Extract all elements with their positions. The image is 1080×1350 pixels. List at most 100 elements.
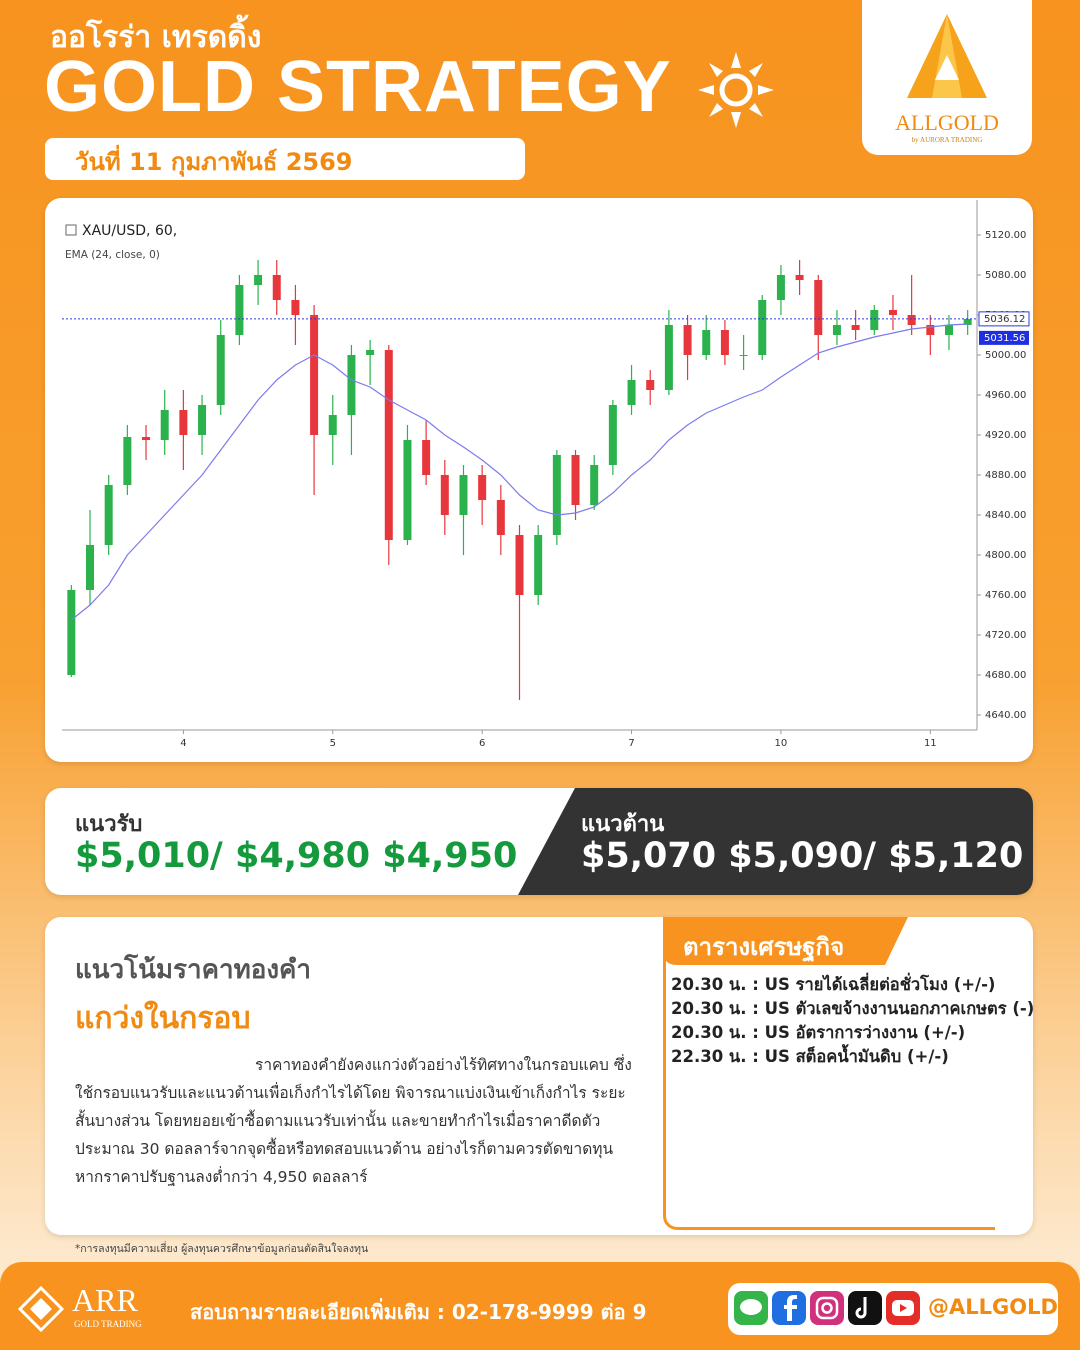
y-tick-label: 4680.00: [985, 670, 1026, 681]
title: GOLD STRATEGY: [44, 47, 672, 127]
candle-body: [515, 535, 524, 595]
candle-body: [366, 350, 375, 355]
candle-body: [646, 380, 655, 390]
ema-last-label: 5031.56: [984, 333, 1025, 344]
outlook-trend: แกว่งในกรอบ: [75, 1001, 251, 1036]
candle-body: [776, 275, 785, 300]
date: วันที่ 11 กุมภาพันธ์ 2569: [75, 148, 353, 176]
resistance-label: แนวต้าน: [581, 812, 665, 837]
candle-body: [179, 410, 188, 435]
y-tick-label: 4760.00: [985, 590, 1026, 601]
candle-body: [702, 330, 711, 355]
footer-brand: ARR: [72, 1282, 138, 1318]
outlook-heading: แนวโน้มราคาทองคำ: [75, 955, 312, 985]
support-label: แนวรับ: [75, 812, 143, 837]
ema-last-box: [979, 330, 1029, 345]
candle-body: [198, 405, 207, 435]
candle-body: [216, 335, 225, 405]
logo-mark: [907, 14, 987, 98]
outlook-card: แนวโน้มราคาทองคำ แกว่งในกรอบ ราคาทองคำยั…: [45, 917, 1034, 1235]
candle-body: [459, 475, 468, 515]
support-levels: $5,010/ $4,980 $4,950: [75, 836, 518, 876]
ema-line: [70, 323, 968, 621]
arr-mark: [18, 1286, 64, 1332]
last-price-box: [978, 311, 1030, 327]
candle-body: [123, 437, 132, 485]
outlook-body: ราคาทองคำยังคงแกว่งตัวอย่างไร้ทิศทางในกร…: [75, 1056, 632, 1186]
legend-main: XAU/USD, 60,: [82, 223, 177, 239]
candle-body: [328, 415, 337, 435]
candle-body: [310, 315, 319, 435]
candle-body: [739, 355, 748, 356]
candle-body: [683, 325, 692, 355]
candle-body: [944, 325, 953, 335]
calendar-event: 20.30 น. : US อัตราการว่างงาน (+/-): [671, 1023, 966, 1042]
resistance-bg: [518, 788, 1033, 895]
candle-body: [422, 440, 431, 475]
candle-body: [403, 440, 412, 540]
logo-card: ALLGOLD by AURORA TRADING: [862, 0, 1032, 155]
candle-body: [104, 485, 113, 545]
disclaimer: *การลงทุนมีความเสี่ยง ผู้ลงทุนควรศึกษาข้…: [75, 1243, 369, 1255]
y-tick-label: 4720.00: [985, 630, 1026, 641]
candle-body: [347, 355, 356, 415]
social-icons: [734, 1291, 920, 1325]
candle-body: [160, 410, 169, 440]
calendar-event: 20.30 น. : US รายได้เฉลี่ยต่อชั่วโมง (+/…: [671, 975, 996, 994]
x-tick-label: 6: [479, 738, 485, 749]
social-handle: @ALLGOLD: [928, 1295, 1058, 1319]
candle-body: [795, 275, 804, 280]
candle-body: [870, 310, 879, 330]
footer-brand-sub: GOLD TRADING: [74, 1319, 142, 1329]
candle-body: [254, 275, 263, 285]
candle-body: [720, 330, 729, 355]
y-tick-label: 5120.00: [985, 230, 1026, 241]
x-tick-label: 5: [330, 738, 336, 749]
y-tick-label: 4920.00: [985, 430, 1026, 441]
candle-body: [907, 315, 916, 325]
date-pill: วันที่ 11 กุมภาพันธ์ 2569: [45, 138, 525, 180]
y-tick-label: 4960.00: [985, 390, 1026, 401]
chart-card: [45, 198, 1033, 762]
y-tick-label: 4840.00: [985, 510, 1026, 521]
candle-body: [496, 500, 505, 535]
calendar-events: 20.30 น. : US รายได้เฉลี่ยต่อชั่วโมง (+/…: [671, 973, 1034, 1069]
calendar-title: ตารางเศรษฐกิจ: [683, 933, 845, 961]
candle-body: [440, 475, 449, 515]
candle-body: [534, 535, 543, 595]
sun-icon: [698, 52, 774, 128]
y-tick-label: 5080.00: [985, 270, 1026, 281]
levels-card: แนวรับ $5,010/ $4,980 $4,950 แนวต้าน $5,…: [45, 788, 1033, 895]
candle-body: [142, 437, 151, 440]
x-tick-label: 11: [924, 738, 937, 749]
candle-body: [272, 275, 281, 300]
candle-body: [552, 455, 561, 535]
candle-body: [235, 285, 244, 335]
candle-body: [291, 300, 300, 315]
candle-body: [384, 350, 393, 540]
legend-ema: EMA (24, close, 0): [65, 249, 160, 261]
logo-name: ALLGOLD: [895, 110, 999, 135]
subtitle: ออโรร่า เทรดดิ้ง: [50, 20, 262, 55]
candle-body: [926, 325, 935, 335]
calendar-tab: [663, 917, 908, 965]
y-tick-label: 4800.00: [985, 550, 1026, 561]
candle-body: [67, 590, 76, 675]
candle-body: [86, 545, 95, 590]
footer-contact: สอบถามรายละเอียดเพิ่มเติม : 02-178-9999 …: [190, 1300, 647, 1324]
candle-body: [571, 455, 580, 505]
calendar-panel: [663, 917, 995, 1230]
candle-body: [814, 280, 823, 335]
candle-body: [832, 325, 841, 335]
social-pill: @ALLGOLD: [728, 1283, 1058, 1335]
legend-icon: [65, 224, 77, 236]
calendar-event: 20.30 น. : US ตัวเลขจ้างงานนอกภาคเกษตร (…: [671, 999, 1035, 1018]
y-tick-label: 4640.00: [985, 710, 1026, 721]
candle-body: [851, 325, 860, 330]
candle-body: [963, 319, 972, 325]
chart: 4640.00 4680.00 4720.00 4760.00 4800.00 4840.…: [62, 200, 1030, 749]
candle-body: [608, 405, 617, 465]
resistance-levels: $5,070 $5,090/ $5,120: [581, 836, 1024, 876]
x-tick-label: 4: [180, 738, 186, 749]
